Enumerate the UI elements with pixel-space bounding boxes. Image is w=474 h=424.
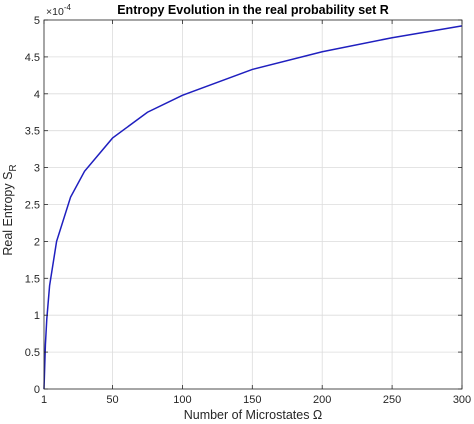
y-tick-label: 0.5: [25, 347, 40, 359]
x-tick-label: 100: [173, 394, 191, 406]
y-tick-label: 2: [34, 236, 40, 248]
x-tick-label: 200: [313, 394, 331, 406]
y-tick-label: 3.5: [25, 126, 40, 138]
y-tick-label: 1: [34, 310, 40, 322]
x-tick-label: 250: [383, 394, 401, 406]
chart-title: Entropy Evolution in the real probabilit…: [117, 3, 389, 17]
y-tick-label: 0: [34, 384, 40, 396]
x-tick-label: 300: [453, 394, 471, 406]
x-tick-label: 50: [106, 394, 118, 406]
x-tick-label: 1: [41, 394, 47, 406]
x-axis-label: Number of Microstates Ω: [184, 408, 323, 422]
y-tick-label: 1.5: [25, 273, 40, 285]
y-tick-label: 5: [34, 15, 40, 27]
y-axis-label: Real Entropy SR: [1, 164, 19, 255]
y-tick-label: 4: [34, 89, 40, 101]
y-tick-label: 2.5: [25, 200, 40, 212]
y-axis-exponent: ×10-4: [46, 3, 71, 18]
y-tick-label: 4.5: [25, 52, 40, 64]
x-tick-label: 150: [243, 394, 261, 406]
y-tick-label: 3: [34, 163, 40, 175]
entropy-series-line: [43, 25, 463, 390]
